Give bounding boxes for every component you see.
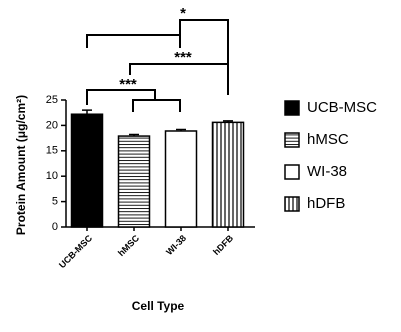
y-tick-label: 25 bbox=[46, 94, 58, 106]
legend-swatch bbox=[284, 164, 300, 180]
legend-swatch bbox=[284, 100, 300, 116]
x-axis-label: Cell Type bbox=[132, 299, 185, 313]
legend-label: hMSC bbox=[307, 131, 349, 148]
y-tick-label: 10 bbox=[46, 170, 58, 182]
x-tick-label: hMSC bbox=[116, 233, 141, 258]
error-bar bbox=[82, 109, 92, 115]
x-tick-label: hDFB bbox=[211, 233, 235, 257]
error-bar bbox=[176, 128, 186, 131]
annotation: *** bbox=[119, 76, 137, 93]
error-bar bbox=[129, 133, 139, 137]
y-tick-label: 20 bbox=[46, 119, 58, 131]
significance-brackets bbox=[86, 19, 229, 112]
legend-swatch bbox=[284, 132, 300, 148]
x-tick-label: UCB-MSC bbox=[57, 233, 94, 270]
bar bbox=[70, 113, 104, 228]
y-tick-label: 15 bbox=[46, 145, 58, 157]
annotation: *** bbox=[174, 49, 192, 66]
bar bbox=[164, 130, 198, 228]
bar bbox=[211, 121, 245, 228]
legend-label: UCB-MSC bbox=[307, 99, 377, 116]
y-axis-label: Protein Amount (μg/cm²) bbox=[14, 95, 28, 235]
legend-label: hDFB bbox=[307, 195, 345, 212]
annotation: * bbox=[180, 5, 186, 22]
legend-label: WI-38 bbox=[307, 163, 347, 180]
y-tick-label: 5 bbox=[52, 196, 58, 208]
x-tick-label: WI-38 bbox=[164, 233, 188, 257]
error-bar bbox=[223, 120, 233, 123]
y-tick-label: 0 bbox=[52, 221, 58, 233]
legend-swatch bbox=[284, 196, 300, 212]
bar bbox=[117, 135, 151, 228]
